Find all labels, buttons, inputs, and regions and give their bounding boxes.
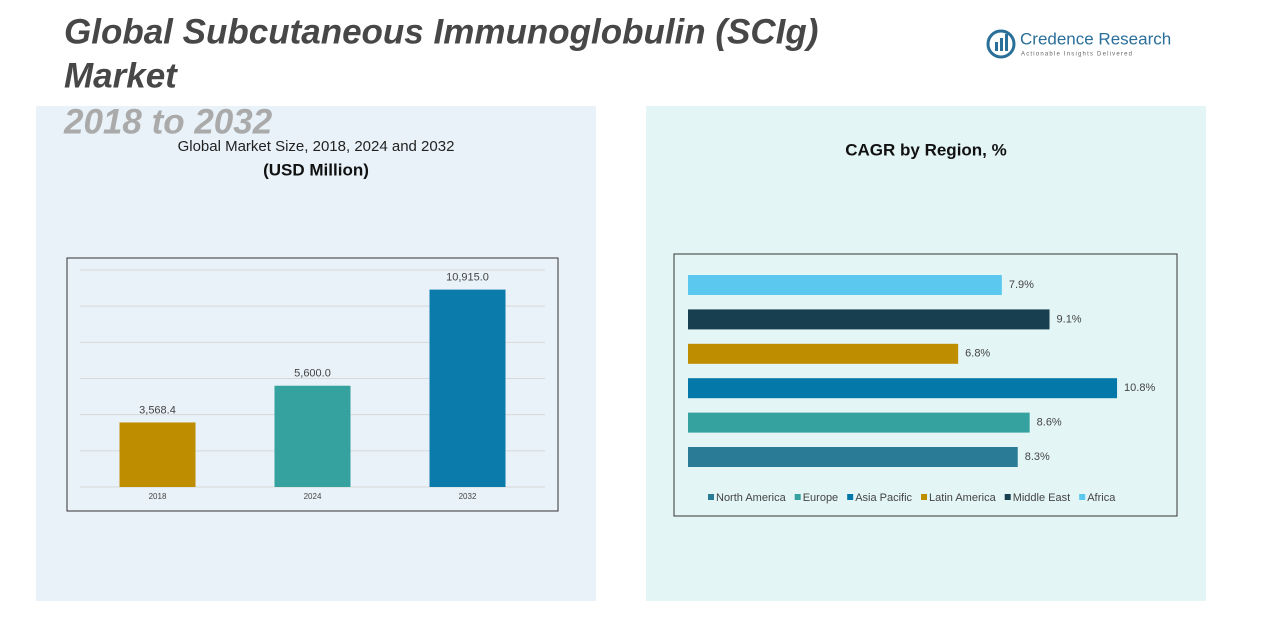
logo-icon: [995, 42, 998, 51]
data-label: 6.8%: [965, 348, 990, 360]
chart-title: Global Market Size, 2018, 2024 and 2032: [178, 138, 455, 155]
x-tick-label: 2032: [459, 492, 477, 501]
chart-frame: [673, 253, 1178, 517]
chart-subtitle: (USD Million): [263, 160, 369, 179]
bar: [688, 309, 1050, 330]
title-years: 2018 to 2032: [63, 102, 273, 141]
legend-swatch: [847, 494, 854, 500]
legend-swatch: [794, 494, 801, 500]
logo-icon: [1005, 34, 1008, 51]
bar: [274, 385, 351, 487]
logo-name: Credence Research: [1020, 29, 1171, 48]
bar: [429, 289, 506, 487]
legend-label: Middle East: [1013, 492, 1070, 504]
bar: [688, 343, 959, 364]
legend-label: Latin America: [929, 492, 997, 504]
data-label: 9.1%: [1057, 313, 1082, 325]
logo-icon: [1000, 38, 1003, 51]
data-label: 8.3%: [1025, 451, 1050, 463]
legend-swatch: [1004, 494, 1011, 500]
legend-label: Asia Pacific: [855, 492, 912, 504]
legend-label: Africa: [1087, 492, 1116, 504]
legend-label: Europe: [803, 492, 838, 504]
bar: [119, 422, 196, 487]
bar: [688, 275, 1002, 295]
x-tick-label: 2024: [304, 492, 322, 501]
legend-swatch: [708, 494, 714, 500]
data-label: 3,568.4: [139, 404, 176, 416]
data-label: 7.9%: [1009, 279, 1034, 291]
legend-label: North America: [716, 492, 787, 504]
title: Market: [64, 56, 178, 95]
data-label: 10,915.0: [446, 272, 489, 284]
legend-swatch: [1079, 494, 1086, 500]
left-panel: [36, 106, 596, 601]
bar: [688, 378, 1118, 399]
data-label: 5,600.0: [294, 368, 331, 380]
legend-swatch: [921, 494, 928, 500]
logo-tagline: Actionable Insights Delivered: [1021, 52, 1133, 58]
bar: [688, 412, 1030, 433]
x-tick-label: 2018: [149, 492, 167, 501]
title: Global Subcutaneous Immunoglobulin (SCIg…: [64, 12, 818, 51]
logo: Credence Research Actionable Insights De…: [986, 29, 1171, 59]
chart-frame: [66, 257, 559, 512]
data-label: 10.8%: [1124, 382, 1155, 394]
data-label: 8.6%: [1037, 417, 1062, 429]
chart-title: CAGR by Region, %: [845, 140, 1007, 159]
bar: [688, 447, 1018, 467]
logo-icon: [986, 29, 1016, 59]
